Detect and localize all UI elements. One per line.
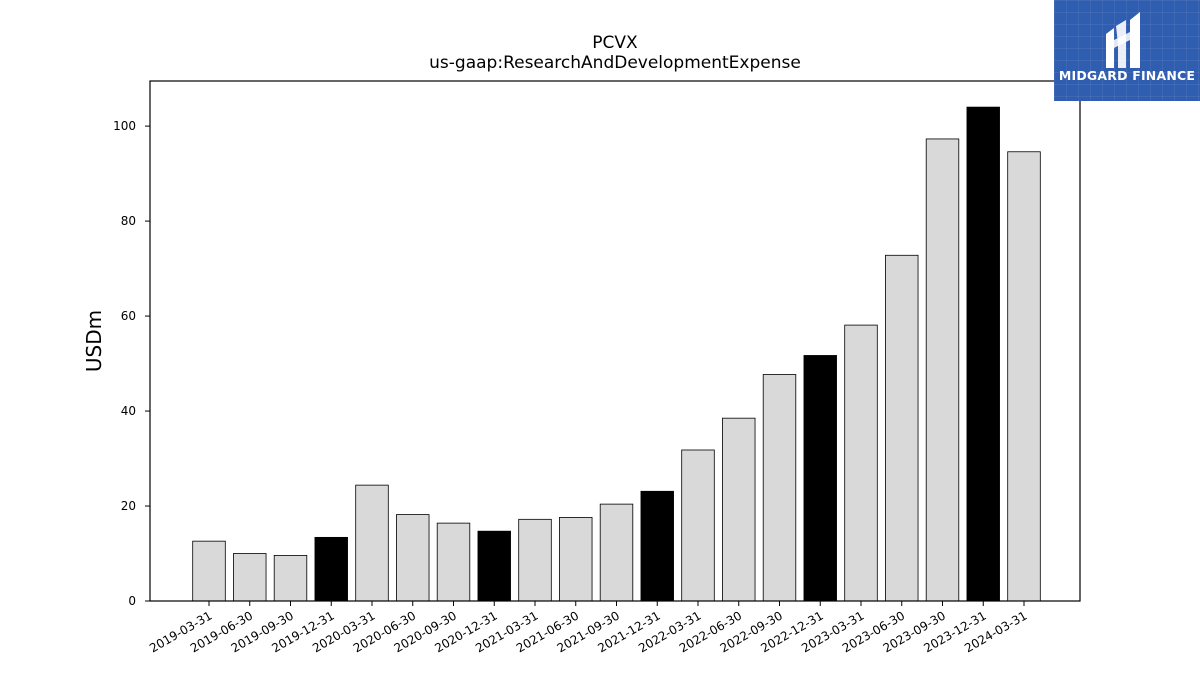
bar-2020-03-31 bbox=[355, 484, 389, 602]
x-axis: 2019-03-312019-06-302019-09-302019-12-31… bbox=[147, 601, 1030, 655]
bar-2023-03-31 bbox=[844, 324, 878, 602]
chart-title: PCVX bbox=[592, 33, 638, 53]
bar-2021-06-30 bbox=[559, 517, 593, 602]
bar-2020-12-31 bbox=[477, 530, 511, 602]
bar-2024-03-31 bbox=[1007, 151, 1041, 602]
y-axis-label: USDm bbox=[82, 310, 106, 372]
bar-2021-09-30 bbox=[599, 503, 634, 602]
bar-2022-12-31 bbox=[803, 355, 837, 602]
logo-mark-icon bbox=[1106, 12, 1140, 68]
bar-2023-06-30 bbox=[885, 254, 919, 602]
y-axis: 0 20 40 60 80 100 bbox=[113, 119, 150, 608]
bar-2019-12-31 bbox=[314, 536, 348, 602]
y-tick-label: 80 bbox=[121, 214, 136, 228]
bar-2020-09-30 bbox=[436, 522, 471, 602]
y-tick-label: 60 bbox=[121, 309, 136, 323]
y-tick-label: 40 bbox=[121, 404, 136, 418]
bar-2020-06-30 bbox=[396, 514, 430, 602]
bar-2019-09-30 bbox=[273, 555, 308, 602]
bars-group bbox=[192, 106, 1041, 602]
bar-2022-03-31 bbox=[681, 449, 715, 602]
logo-text: MIDGARD FINANCE bbox=[1058, 68, 1196, 83]
bar-2022-06-30 bbox=[722, 417, 756, 602]
plot-frame bbox=[149, 80, 1081, 602]
y-tick-label: 20 bbox=[121, 499, 136, 513]
bar-2021-03-31 bbox=[518, 518, 552, 602]
chart-subtitle: us-gaap:ResearchAndDevelopmentExpense bbox=[429, 53, 801, 73]
bar-2019-03-31 bbox=[192, 540, 226, 602]
logo: MIDGARD FINANCE bbox=[1054, 0, 1200, 101]
y-tick-label: 0 bbox=[128, 594, 136, 608]
bar-2023-09-30 bbox=[925, 138, 960, 602]
y-tick-label: 100 bbox=[113, 119, 136, 133]
bar-2021-12-31 bbox=[640, 490, 674, 602]
bar-2023-12-31 bbox=[966, 106, 1000, 602]
bar-2019-06-30 bbox=[233, 553, 267, 602]
bar-2022-09-30 bbox=[762, 374, 797, 602]
